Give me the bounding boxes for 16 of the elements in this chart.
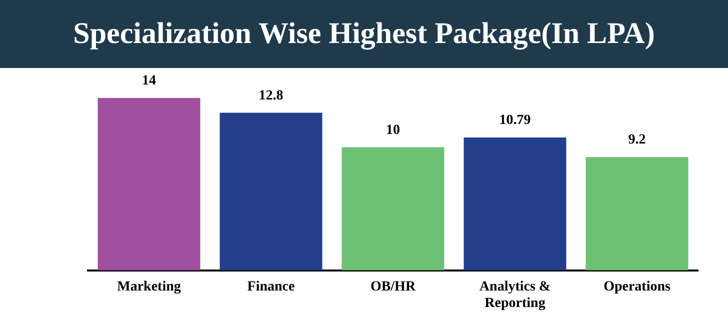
x-tick-label: Marketing: [117, 279, 181, 294]
data-label: 10: [386, 122, 400, 138]
x-tick-label: OB/HR: [370, 279, 416, 294]
bar: [220, 112, 322, 270]
chart-title: Specialization Wise Highest Package(In LPA): [0, 0, 728, 68]
data-label: 10.79: [499, 113, 531, 128]
bar: [98, 98, 200, 270]
bar: [586, 157, 688, 270]
bar: [464, 138, 566, 270]
data-label: 9.2: [628, 132, 646, 148]
x-tick-label: Finance: [247, 279, 295, 294]
data-label: 14: [142, 74, 156, 89]
x-tick-label: Analytics & Reporting: [479, 279, 551, 312]
bar: [342, 147, 444, 270]
x-tick-label: Operations: [604, 279, 671, 294]
data-label: 12.8: [258, 88, 284, 104]
